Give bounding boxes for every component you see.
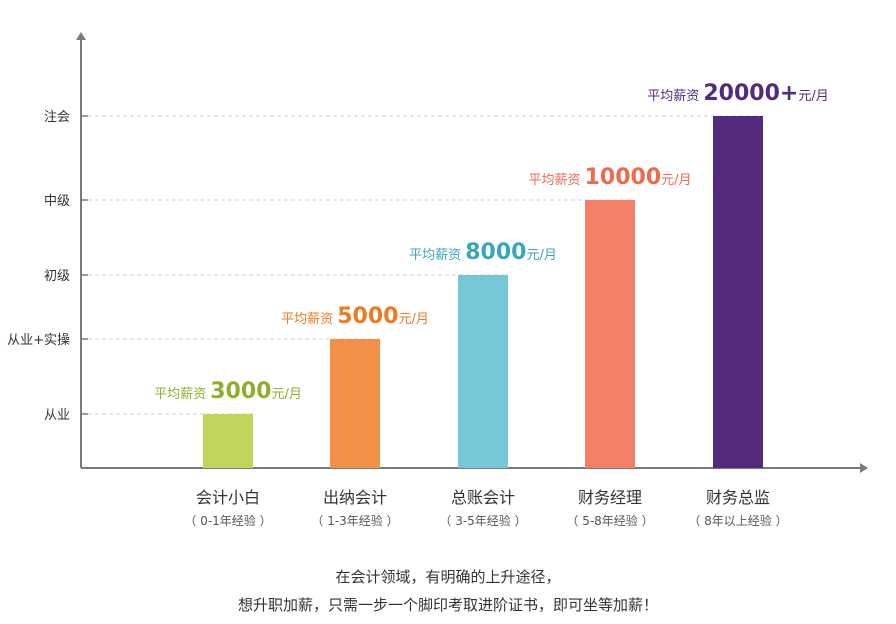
- bar: [713, 116, 763, 468]
- x-category-label: 出纳会计: [323, 488, 387, 507]
- y-tick-label: 中级: [44, 194, 70, 209]
- bar-value-label: 平均薪资 3000元/月: [154, 379, 302, 404]
- bar: [330, 339, 380, 468]
- x-category-label: 会计小白: [196, 488, 260, 507]
- y-axis-arrow: [76, 32, 86, 40]
- y-tick-label: 从业+实操: [7, 332, 70, 348]
- bar-value-labels: 平均薪资 3000元/月 平均薪资 5000元/月 平均薪资 8000元/月 平均薪资…: [154, 81, 829, 404]
- x-category-sublabel: （ 0-1年经验 ）: [184, 513, 271, 528]
- bars: [203, 116, 763, 468]
- bar-value-label: 平均薪资 8000元/月: [409, 240, 557, 265]
- x-axis-labels: 会计小白 （ 0-1年经验 ） 出纳会计 （ 1-3年经验 ） 总账会计 （ 3-5年经验…: [184, 488, 787, 528]
- x-category-sublabel: （ 5-8年经验 ）: [566, 513, 653, 528]
- x-category-label: 总账会计: [451, 488, 515, 507]
- gridlines: [81, 115, 763, 415]
- bar-value-label: 平均薪资 5000元/月: [281, 304, 429, 329]
- x-axis-arrow: [860, 463, 868, 473]
- x-category-sublabel: （ 3-5年经验 ）: [439, 513, 526, 528]
- y-tick-label: 从业: [44, 408, 70, 423]
- bar: [458, 275, 508, 468]
- bar-value-label: 平均薪资 10000元/月: [528, 165, 691, 190]
- bar: [585, 200, 635, 468]
- caption-line-1: 在会计领域，有明确的上升途径，: [335, 568, 561, 586]
- caption-line-2: 想升职加薪，只需一步一个脚印考取进阶证书，即可坐等加薪！: [237, 596, 658, 614]
- y-axis-labels: 从业 从业+实操 初级 中级 注会: [7, 110, 70, 423]
- x-category-label: 财务总监: [706, 488, 770, 507]
- bar: [203, 414, 253, 468]
- y-tick-label: 初级: [44, 269, 70, 284]
- x-category-label: 财务经理: [578, 488, 642, 507]
- x-category-sublabel: （ 8年以上经验 ）: [688, 513, 787, 528]
- bar-value-label: 平均薪资 20000+元/月: [647, 81, 829, 106]
- y-tick-label: 注会: [44, 110, 70, 125]
- x-category-sublabel: （ 1-3年经验 ）: [311, 513, 398, 528]
